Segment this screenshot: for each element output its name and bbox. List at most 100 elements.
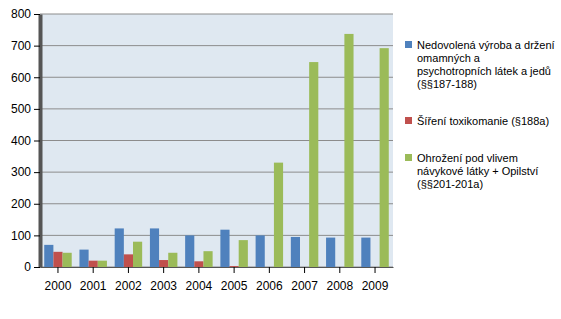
tick-mark <box>339 267 340 273</box>
tick-label: 200 <box>11 197 31 211</box>
x-tick: 2001 <box>80 267 107 293</box>
tick-mark <box>34 235 40 236</box>
tick-mark <box>34 267 40 268</box>
grid-line <box>40 77 393 78</box>
tick-mark <box>269 267 270 273</box>
bar <box>89 261 98 267</box>
bars <box>44 34 389 267</box>
bar <box>133 242 142 267</box>
legend-swatch <box>405 41 412 48</box>
tick-mark <box>163 267 164 273</box>
bar <box>98 261 107 267</box>
tick-label: 2003 <box>150 279 177 293</box>
y-tick: 100 <box>11 229 40 243</box>
bar <box>300 267 309 268</box>
tick-mark <box>34 46 40 47</box>
bar <box>370 267 379 268</box>
tick-mark <box>128 267 129 273</box>
x-tick: 2008 <box>326 267 353 293</box>
tick-label: 700 <box>11 39 31 53</box>
legend-label: Ohrožení pod vlivemnávykové látky + Opil… <box>417 152 538 190</box>
x-tick: 2009 <box>362 267 389 293</box>
x-tick: 2004 <box>186 267 213 293</box>
series <box>44 228 370 267</box>
bar <box>274 163 283 267</box>
x-tick: 2003 <box>150 267 177 293</box>
x-tick: 2002 <box>115 267 142 293</box>
x-tick: 2007 <box>291 267 318 293</box>
tick-label: 2005 <box>221 279 248 293</box>
grid-line <box>40 172 393 173</box>
tick-mark <box>34 14 40 15</box>
y-axis: 0 100 200 300 400 500 600 700 800 <box>11 7 41 274</box>
grid <box>40 14 393 267</box>
y-tick: 300 <box>11 165 40 179</box>
tick-label: 500 <box>11 102 31 116</box>
bar <box>230 266 239 267</box>
bar <box>361 238 370 267</box>
tick-mark <box>198 267 199 273</box>
y-tick: 500 <box>11 102 40 116</box>
bar <box>326 238 335 267</box>
legend-item: Šíření toxikomanie (§188a) <box>405 115 549 127</box>
y-tick: 0 <box>24 260 40 274</box>
grid-line <box>40 203 393 204</box>
tick-mark <box>234 267 235 273</box>
bar <box>220 230 229 267</box>
grid-line <box>40 235 393 236</box>
y-tick: 600 <box>11 71 40 85</box>
series <box>63 34 389 267</box>
y-tick: 800 <box>11 7 40 21</box>
bar <box>335 267 344 268</box>
tick-label: 800 <box>11 7 31 21</box>
chart: 0100200300400500600700800200020012002200… <box>0 0 561 319</box>
legend-swatch <box>405 117 412 124</box>
bar <box>256 235 265 267</box>
bar <box>291 237 300 267</box>
tick-mark <box>34 172 40 173</box>
legend-item: Ohrožení pod vlivemnávykové látky + Opil… <box>405 152 538 190</box>
tick-label: 2008 <box>326 279 353 293</box>
legend: Nedovolená výroba a drženíomamných apsyc… <box>405 39 555 190</box>
tick-mark <box>34 109 40 110</box>
bar <box>63 253 72 267</box>
tick-label: 400 <box>11 134 31 148</box>
legend-label: Nedovolená výroba a drženíomamných apsyc… <box>417 39 555 90</box>
bar <box>309 62 318 267</box>
plot-background <box>40 14 393 267</box>
x-tick: 2005 <box>221 267 248 293</box>
x-tick: 2000 <box>45 267 72 293</box>
tick-label: 100 <box>11 229 31 243</box>
bar <box>203 251 212 267</box>
tick-mark <box>375 267 376 273</box>
tick-label: 2004 <box>186 279 213 293</box>
tick-mark <box>93 267 94 273</box>
bar <box>53 252 62 267</box>
bar <box>194 261 203 267</box>
tick-mark <box>34 141 40 142</box>
bar <box>44 245 53 267</box>
tick-label: 2006 <box>256 279 283 293</box>
tick-mark <box>304 267 305 273</box>
bar <box>239 240 248 267</box>
tick-mark <box>34 204 40 205</box>
bar <box>150 228 159 267</box>
legend-swatch <box>405 154 412 161</box>
x-axis: 2000 2001 2002 2003 2004 2005 2006 2007 2008 2009 <box>41 267 394 293</box>
tick-mark <box>34 77 40 78</box>
y-tick: 200 <box>11 197 40 211</box>
bar <box>159 260 168 267</box>
bar <box>124 254 133 267</box>
tick-mark <box>57 267 58 273</box>
grid-line <box>40 108 393 109</box>
tick-label: 2002 <box>115 279 142 293</box>
tick-label: 2009 <box>362 279 389 293</box>
bar <box>79 250 88 267</box>
bar <box>168 253 177 267</box>
grid-line <box>40 45 393 46</box>
series <box>53 252 238 267</box>
bar <box>265 267 274 268</box>
legend-label: Šíření toxikomanie (§188a) <box>417 115 549 127</box>
grid-line <box>40 140 393 141</box>
tick-label: 300 <box>11 165 31 179</box>
